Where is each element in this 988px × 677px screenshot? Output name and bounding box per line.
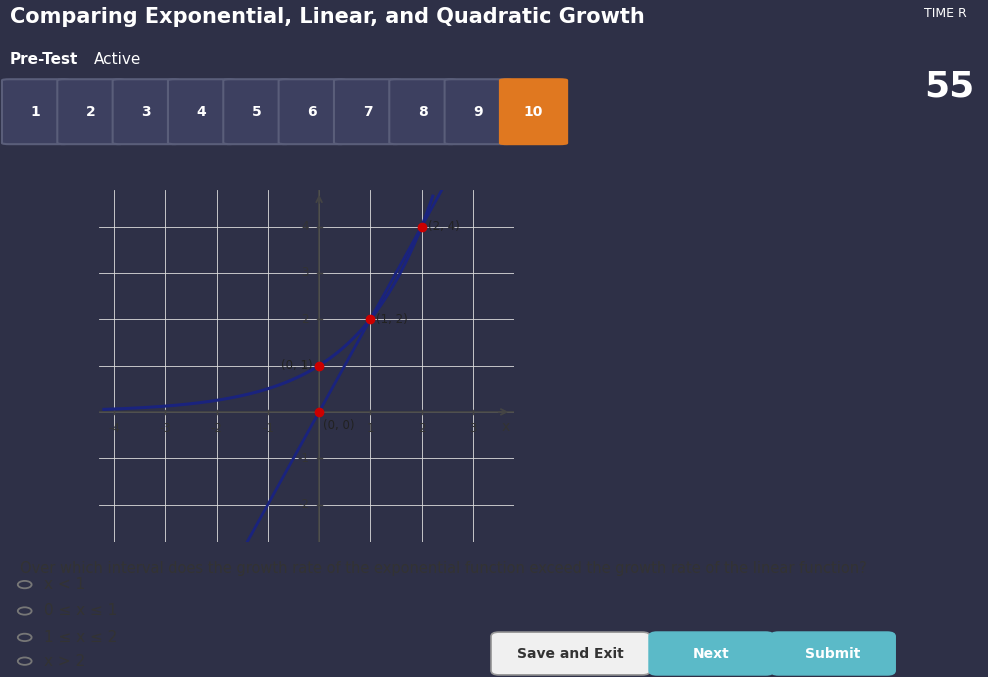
Text: 9: 9 [473, 105, 483, 118]
Text: 3: 3 [141, 105, 151, 118]
Text: x > 2: x > 2 [44, 654, 86, 669]
Text: 2: 2 [301, 313, 309, 326]
Text: 10: 10 [524, 105, 543, 118]
Text: (2, 4): (2, 4) [428, 220, 459, 233]
Text: (0, 0): (0, 0) [323, 419, 355, 432]
Text: Active: Active [94, 52, 141, 67]
Text: 5: 5 [252, 105, 262, 118]
FancyBboxPatch shape [445, 79, 512, 144]
Text: x < 1: x < 1 [44, 577, 86, 592]
Text: Save and Exit: Save and Exit [517, 647, 624, 661]
Text: TIME R: TIME R [924, 7, 966, 20]
FancyBboxPatch shape [57, 79, 124, 144]
Text: Comparing Exponential, Linear, and Quadratic Growth: Comparing Exponential, Linear, and Quadr… [10, 7, 644, 28]
Text: x: x [502, 420, 510, 434]
Text: 4: 4 [197, 105, 206, 118]
FancyBboxPatch shape [649, 632, 774, 675]
Text: -1: -1 [262, 422, 274, 435]
Text: 55: 55 [924, 69, 974, 104]
Text: 1: 1 [367, 422, 374, 435]
FancyBboxPatch shape [491, 632, 650, 675]
Text: Next: Next [693, 647, 730, 661]
FancyBboxPatch shape [223, 79, 290, 144]
Text: 8: 8 [418, 105, 428, 118]
Text: 3: 3 [301, 267, 309, 280]
Text: (0, 1): (0, 1) [282, 359, 313, 372]
Text: 7: 7 [363, 105, 372, 118]
Text: 6: 6 [307, 105, 317, 118]
Text: 3: 3 [469, 422, 476, 435]
FancyBboxPatch shape [168, 79, 235, 144]
Text: Submit: Submit [805, 647, 861, 661]
Text: 2: 2 [418, 422, 425, 435]
Text: -3: -3 [159, 422, 171, 435]
Text: -4: -4 [109, 422, 121, 435]
Text: -1: -1 [297, 452, 309, 464]
FancyBboxPatch shape [389, 79, 456, 144]
Text: (1, 2): (1, 2) [376, 313, 408, 326]
Text: -2: -2 [210, 422, 222, 435]
FancyBboxPatch shape [334, 79, 401, 144]
Text: 4: 4 [301, 220, 309, 233]
FancyBboxPatch shape [113, 79, 180, 144]
FancyBboxPatch shape [279, 79, 346, 144]
FancyBboxPatch shape [2, 79, 69, 144]
Text: Over which interval does the growth rate of the exponential function exceed the : Over which interval does the growth rate… [20, 561, 866, 576]
FancyBboxPatch shape [771, 632, 895, 675]
Text: 1: 1 [31, 105, 41, 118]
Text: 2: 2 [86, 105, 96, 118]
Text: 0 ≤ x ≤ 1: 0 ≤ x ≤ 1 [44, 603, 118, 619]
Text: -2: -2 [297, 498, 309, 511]
Text: Pre-Test: Pre-Test [10, 52, 78, 67]
Text: 1 ≤ x ≤ 2: 1 ≤ x ≤ 2 [44, 630, 118, 645]
FancyBboxPatch shape [500, 79, 567, 144]
Text: 1: 1 [301, 359, 309, 372]
